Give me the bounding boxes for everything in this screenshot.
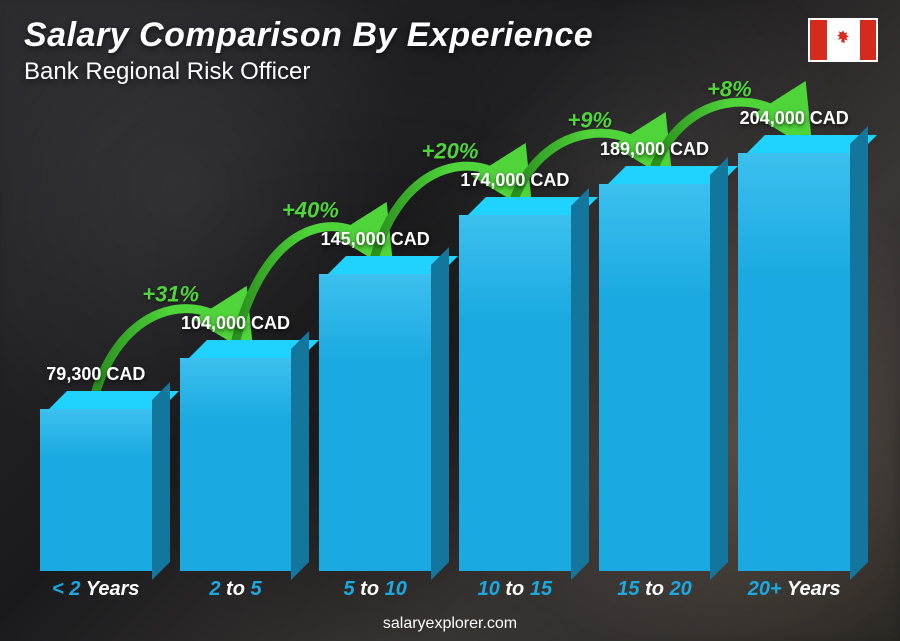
delta-label: +8% — [707, 76, 752, 102]
bar-3d — [599, 166, 711, 571]
bar-3d — [40, 391, 152, 571]
bar-value-label: 104,000 CAD — [181, 313, 290, 334]
category-label-1: 2 to 5 — [180, 578, 292, 601]
bar-3d — [738, 135, 850, 571]
bar-3d — [459, 197, 571, 571]
canada-flag-icon — [808, 18, 878, 62]
chart-area: +31% +40% — [30, 100, 860, 601]
bar-side-face — [571, 188, 589, 580]
bar-side-face — [431, 247, 449, 580]
bar-side-face — [850, 126, 868, 580]
bar-front-face — [738, 153, 850, 571]
delta-label: +9% — [567, 107, 612, 133]
bar-5: 204,000 CAD — [738, 108, 850, 571]
category-label-5: 20+ Years — [738, 578, 850, 601]
flag-stripe-right — [860, 20, 877, 60]
bar-front-face — [40, 409, 152, 571]
footer-credit: salaryexplorer.com — [0, 615, 900, 633]
bar-1: 104,000 CAD — [180, 313, 292, 571]
bar-value-label: 174,000 CAD — [460, 170, 569, 191]
bar-value-label: 79,300 CAD — [46, 364, 145, 385]
chart-title: Salary Comparison By Experience — [24, 16, 593, 55]
flag-center — [827, 20, 860, 60]
bar-2: 145,000 CAD — [319, 229, 431, 571]
bar-side-face — [710, 157, 728, 580]
bar-front-face — [459, 215, 571, 571]
bar-front-face — [180, 358, 292, 571]
bars-container: 79,300 CAD 104,000 CAD 145,000 CAD 174,000 … — [30, 141, 860, 571]
bar-3d — [319, 256, 431, 571]
flag-stripe-left — [810, 20, 827, 60]
bar-3d — [180, 340, 292, 571]
chart-subtitle: Bank Regional Risk Officer — [24, 58, 310, 86]
bar-front-face — [599, 184, 711, 571]
category-label-2: 5 to 10 — [319, 578, 431, 601]
bar-0: 79,300 CAD — [40, 364, 152, 571]
infographic-stage: Salary Comparison By Experience Bank Reg… — [0, 0, 900, 641]
bar-side-face — [152, 382, 170, 580]
category-label-4: 15 to 20 — [599, 578, 711, 601]
bar-value-label: 189,000 CAD — [600, 139, 709, 160]
bar-value-label: 204,000 CAD — [740, 108, 849, 129]
bar-value-label: 145,000 CAD — [321, 229, 430, 250]
category-label-3: 10 to 15 — [459, 578, 571, 601]
bar-3: 174,000 CAD — [459, 170, 571, 571]
bar-front-face — [319, 274, 431, 571]
maple-leaf-icon — [832, 29, 854, 51]
category-labels: < 2 Years 2 to 5 5 to 10 10 to 15 15 to 20 20… — [30, 578, 860, 601]
bar-side-face — [291, 331, 309, 580]
bar-4: 189,000 CAD — [599, 139, 711, 571]
category-label-0: < 2 Years — [40, 578, 152, 601]
